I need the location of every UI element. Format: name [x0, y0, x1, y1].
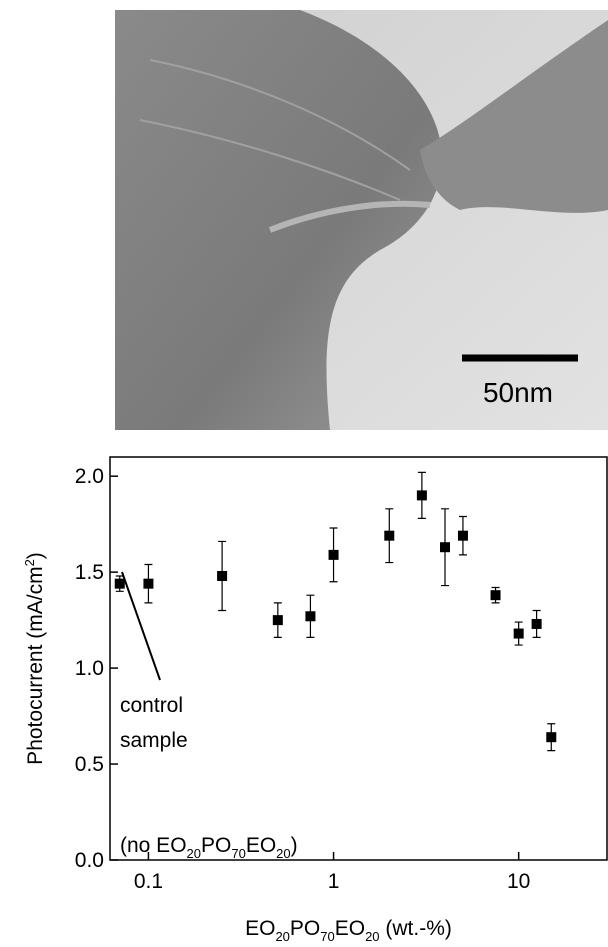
label-part: EO	[246, 834, 276, 857]
data-point	[143, 578, 154, 589]
label-script: 20	[365, 929, 379, 944]
annotation-text: control	[120, 694, 183, 717]
y-axis-label: Photocurrent (mA/cm2)	[22, 552, 47, 765]
data-point	[546, 732, 557, 743]
y-tick-label: 2.0	[75, 465, 104, 488]
data-point	[217, 570, 228, 581]
label-script: 70	[231, 846, 245, 861]
plot-frame	[109, 456, 608, 861]
data-point	[305, 611, 316, 622]
y-tick-label: 0.0	[75, 849, 104, 872]
label-part: EO	[335, 917, 365, 940]
particle-left	[115, 10, 442, 430]
label-script: 20	[187, 846, 201, 861]
label-script: 20	[276, 846, 290, 861]
lattice-fringe	[149, 59, 411, 171]
data-point	[272, 615, 283, 626]
particle-right	[420, 20, 608, 213]
data-point	[490, 590, 501, 601]
label-part: )	[24, 552, 47, 559]
label-script: 70	[320, 929, 334, 944]
y-tick-label: 1.5	[75, 561, 104, 584]
label-part: Photocurrent (mA/cm	[24, 566, 47, 764]
y-tick-label: 0.5	[75, 753, 104, 776]
x-tick-label: 0.1	[134, 870, 163, 893]
label-script: 20	[275, 929, 289, 944]
scale-bar-label: 50nm	[483, 377, 553, 408]
x-tick-label: 10	[507, 870, 530, 893]
label-part: PO	[201, 834, 231, 857]
label-part: (no EO	[120, 834, 187, 857]
label-part: EO	[245, 917, 275, 940]
data-point	[384, 530, 395, 541]
lattice-fringe	[268, 200, 431, 233]
annotation-text: sample	[120, 729, 188, 752]
data-point	[513, 628, 524, 639]
annotation-pointer	[121, 571, 161, 681]
y-tick-label: 1.0	[75, 657, 104, 680]
x-tick-label: 1	[328, 870, 340, 893]
micrograph: 50nm	[115, 10, 608, 430]
annotation-formula: (no EO20PO70EO20)	[120, 834, 298, 861]
data-point	[114, 578, 125, 589]
label-part: (wt.-%)	[380, 917, 452, 940]
data-point	[457, 530, 468, 541]
data-point	[328, 549, 339, 560]
label-part: )	[291, 834, 298, 857]
data-point	[440, 542, 451, 553]
data-point	[531, 618, 542, 629]
label-script: 2	[22, 559, 37, 566]
x-axis-label: EO20PO70EO20 (wt.-%)	[245, 917, 452, 944]
lattice-fringe	[139, 119, 401, 201]
label-part: PO	[290, 917, 320, 940]
data-point	[416, 490, 427, 501]
